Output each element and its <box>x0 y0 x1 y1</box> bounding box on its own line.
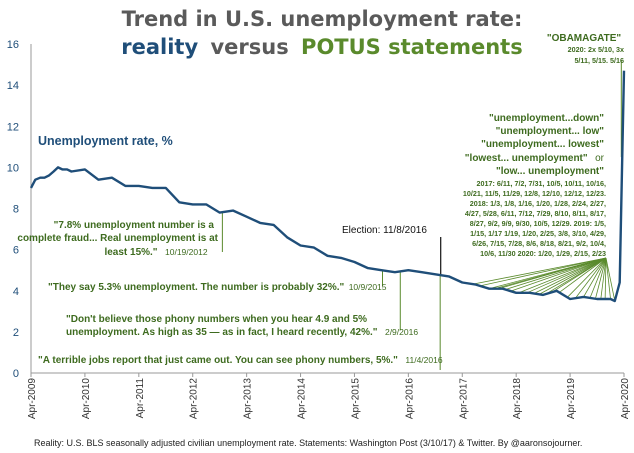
obamagate-label: "OBAMAGATE" <box>547 33 622 44</box>
chart-title-line2: reality versus POTUS statements <box>121 35 522 59</box>
potus-heading-4b: or <box>595 153 605 164</box>
series-label: Unemployment rate, % <box>38 134 173 148</box>
y-axis: 0 2 4 6 8 10 12 14 16 <box>7 39 32 380</box>
x-tick-label: Apr-2017 <box>458 378 469 420</box>
x-axis: Apr-2009 Apr-2010 Apr-2011 Apr-2012 Apr-2013… <box>27 372 631 420</box>
potus-dates-line: 8/27, 9/2, 9/9, 9/30, 10/5, 12/29. 2019:… <box>470 219 606 228</box>
potus-heading-1: "unemployment...down" <box>489 113 604 124</box>
x-tick-label: Apr-2011 <box>135 378 146 419</box>
quote-2016a-date: 2/9/2016 <box>385 327 418 337</box>
potus-heading-4a: "lowest... unemployment" <box>465 153 588 164</box>
quote-2016a-line2: unemployment. As high as 35 — as in fact… <box>66 322 418 339</box>
potus-dates-line: 10/21, 11/5, 11/29, 12/8, 12/10, 12/12, … <box>463 189 606 198</box>
statement-callout <box>552 257 607 293</box>
potus-dates-line: 2018: 1/3, 1/8, 1/16, 1/20, 1/28, 2/24, … <box>470 199 606 208</box>
statement-callout <box>533 257 607 294</box>
statement-callout <box>605 257 616 302</box>
statement-callout <box>505 257 607 290</box>
statement-callout <box>583 257 607 298</box>
potus-dates-line: 2017: 6/11, 7/2, 7/31, 10/5, 10/11, 10/1… <box>477 179 606 188</box>
quote-2016a-line1: "Don't believe those phony numbers when … <box>66 314 367 325</box>
y-tick-label: 4 <box>13 286 19 298</box>
statement-callout <box>472 257 607 285</box>
statement-callout <box>605 257 611 300</box>
callout-lines <box>221 60 622 370</box>
statement-callout <box>567 257 607 298</box>
election-label: Election: 11/8/2016 <box>342 225 427 236</box>
statement-callout <box>539 257 607 295</box>
potus-heading-2: "unemployment... low" <box>496 126 605 137</box>
statement-callout <box>575 257 607 299</box>
y-tick-label: 16 <box>7 39 19 51</box>
x-tick-label: Apr-2010 <box>81 378 92 420</box>
statement-callout <box>479 257 607 287</box>
x-tick-label: Apr-2012 <box>189 378 200 420</box>
potus-dates-line: 10/6, 11/30 2020: 1/20, 1/29, 2/15, 2/23 <box>480 249 606 258</box>
y-tick-label: 0 <box>13 368 19 380</box>
quote-2015-date: 10/9/2015 <box>349 282 387 292</box>
potus-heading-4: "lowest... unemployment" or <box>465 148 605 165</box>
title-potus: POTUS statements <box>301 35 523 59</box>
title-reality: reality <box>121 35 198 59</box>
y-tick-label: 10 <box>7 162 19 174</box>
y-tick-label: 12 <box>7 121 19 133</box>
statement-callout <box>595 257 607 299</box>
unemployment-line <box>29 70 626 303</box>
y-tick-label: 2 <box>13 327 19 339</box>
source-note: Reality: U.S. BLS seasonally adjusted ci… <box>34 438 582 448</box>
statement-callout <box>518 257 607 294</box>
x-tick-label: Apr-2020 <box>620 378 631 420</box>
chart-title-line1: Trend in U.S. unemployment rate: <box>122 7 523 31</box>
x-tick-label: Apr-2016 <box>404 378 415 420</box>
x-tick-label: Apr-2018 <box>512 378 523 420</box>
x-tick-label: Apr-2014 <box>297 378 308 420</box>
quote-2012-line2: complete fraud... Real unemployment is a… <box>17 233 218 244</box>
statement-callout <box>600 257 607 300</box>
statement-callout <box>526 257 607 294</box>
x-tick-label: Apr-2019 <box>566 378 577 420</box>
y-tick-label: 6 <box>13 245 19 257</box>
quote-2015: "They say 5.3% unemployment. The number … <box>48 277 387 294</box>
statement-callout <box>498 257 607 290</box>
quote-2015-text: "They say 5.3% unemployment. The number … <box>48 282 344 293</box>
x-tick-label: Apr-2009 <box>27 378 38 420</box>
x-tick-label: Apr-2015 <box>350 378 361 420</box>
quote-2012-date: 10/19/2012 <box>165 247 208 257</box>
potus-dates-line: 1/15, 1/17 1/19, 1/20, 2/25, 3/8, 3/10, … <box>470 229 606 238</box>
quote-2016b-date: 11/4/2016 <box>405 355 442 365</box>
quote-2016b: "A terrible jobs report that just came o… <box>38 350 443 367</box>
quote-2012-line1: "7.8% unemployment number is a <box>54 220 215 231</box>
obamagate-dates-1: 2020: 2x 5/10, 3x <box>568 45 624 54</box>
potus-dates-line: 4/27, 5/28, 6/11, 7/12, 7/29, 8/10, 8/11… <box>465 209 606 218</box>
x-tick-label: Apr-2013 <box>243 378 254 420</box>
quote-2012-line3: least 15%." 10/19/2012 <box>104 242 207 259</box>
potus-heading-5: "low... unemployment" <box>496 166 604 177</box>
y-tick-label: 14 <box>7 80 19 92</box>
statement-callout <box>604 257 607 299</box>
statement-callout <box>589 257 607 299</box>
quote-2016a-text2: unemployment. As high as 35 — as in fact… <box>66 327 378 338</box>
obamagate-dates-2: 5/11, 5/15. 5/16 <box>574 56 624 65</box>
quote-2016b-text: "A terrible jobs report that just came o… <box>38 355 398 366</box>
title-versus: versus <box>210 35 288 59</box>
quote-2012-text3: least 15%." <box>104 247 157 258</box>
potus-dates-line: 6/26, 7/15, 7/28, 8/6, 8/18, 8/21, 9/2, … <box>472 239 606 248</box>
y-tick-label: 8 <box>13 204 19 216</box>
potus-dates: 2017: 6/11, 7/2, 7/31, 10/5, 10/11, 10/1… <box>463 179 606 258</box>
statement-callout <box>510 257 607 292</box>
potus-heading-3: "unemployment... lowest" <box>481 139 604 150</box>
statement-callout <box>559 257 607 293</box>
